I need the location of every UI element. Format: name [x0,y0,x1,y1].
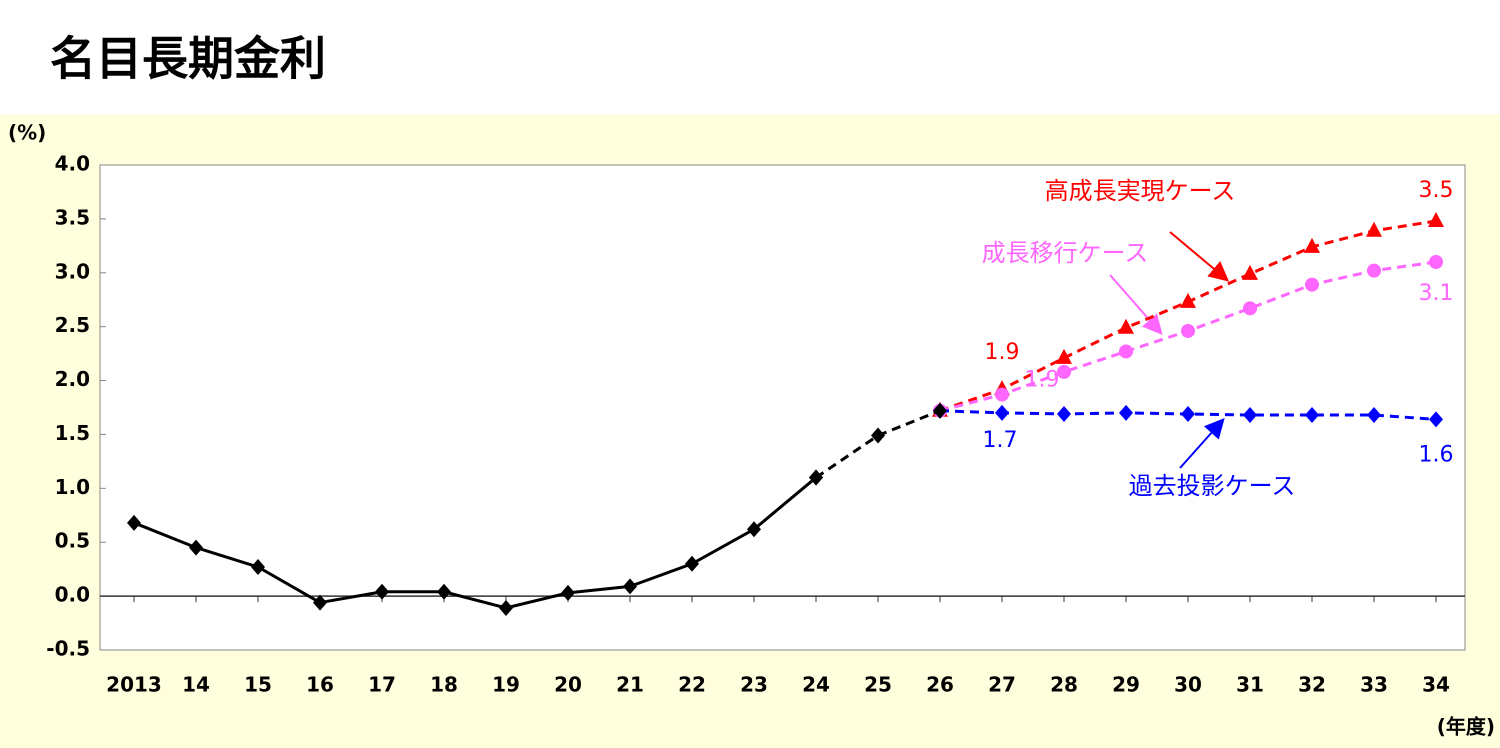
marker [1305,277,1319,292]
marker [1366,221,1382,237]
marker [127,514,141,531]
x-tick-label: 27 [988,673,1016,697]
marker [685,555,699,572]
x-tick-label: 31 [1236,673,1264,697]
x-tick-label: 19 [492,673,520,697]
series-name: 高成長実現ケース [1045,177,1236,205]
x-axis-label: (年度) [1437,715,1495,739]
marker [1243,407,1257,424]
marker [437,583,451,600]
x-tick-label: 30 [1174,673,1202,697]
marker [1181,405,1195,422]
marker [313,594,327,611]
marker [1304,237,1320,253]
marker [623,578,637,595]
x-tick-label: 16 [306,673,334,697]
marker [933,402,947,419]
x-tick-label: 33 [1360,673,1388,697]
x-tick-label: 18 [430,673,458,697]
marker [1119,344,1133,359]
marker [1242,264,1258,280]
marker [1305,407,1319,424]
y-tick-label: 1.5 [55,421,90,445]
value-label: 1.9 [1025,368,1060,393]
marker [561,584,575,601]
marker [1057,364,1071,379]
marker [189,539,203,556]
marker [1429,255,1443,269]
x-tick-label: 29 [1112,673,1140,697]
x-tick-label: 22 [678,673,706,697]
x-tick-label: 32 [1298,673,1326,697]
plot-area [99,164,1466,651]
value-label: 1.9 [985,340,1020,365]
marker [1367,263,1381,278]
value-label: 1.7 [983,428,1018,453]
x-tick-label: 17 [368,673,396,697]
x-tick-label: 26 [926,673,954,697]
marker [1056,348,1072,364]
y-tick-label: 3.5 [55,205,90,229]
y-tick-label: 3.0 [55,259,90,283]
marker [995,404,1009,421]
x-tick-label: 28 [1050,673,1078,697]
marker [1180,292,1196,308]
series-line [133,476,817,610]
marker [995,387,1009,402]
value-label: 1.6 [1419,442,1454,467]
x-tick-label: 20 [554,673,582,697]
marker [1057,405,1071,422]
series-name: 過去投影ケース [1129,472,1296,500]
y-tick-label: 4.0 [55,152,90,176]
x-tick-label: 23 [740,673,768,697]
x-tick-label: 15 [244,673,272,697]
y-tick-label: -0.5 [46,637,90,661]
x-tick-label: 21 [616,673,644,697]
y-tick-label: 0.5 [55,529,90,553]
y-tick-label: 2.5 [55,313,90,337]
x-tick-label: 24 [802,673,830,697]
value-label: 3.5 [1419,178,1454,203]
marker [1429,411,1443,428]
annotation-arrow [1169,231,1230,282]
marker [871,427,885,444]
chart-title: 名目長期金利 [50,32,326,86]
marker [375,583,389,600]
x-tick-label: 34 [1422,673,1450,697]
marker [1428,212,1444,228]
series-name: 成長移行ケース [982,239,1149,267]
annotation-arrow [1179,418,1225,469]
y-tick-label: 0.0 [55,583,90,607]
value-label: 3.1 [1419,281,1454,306]
marker [251,559,265,576]
marker [747,521,761,538]
marker [1118,318,1134,334]
marker [1119,404,1133,421]
x-tick-label: 25 [864,673,892,697]
marker [1367,407,1381,424]
y-axis-label: (%) [8,121,46,145]
marker [499,599,513,616]
marker [809,469,823,486]
annotation-arrow [1109,274,1163,336]
x-tick-label: 2013 [106,673,162,697]
y-tick-label: 1.0 [55,475,90,499]
marker [1181,323,1195,338]
marker [1243,301,1257,316]
y-tick-label: 2.0 [55,367,90,391]
x-tick-label: 14 [182,673,210,697]
